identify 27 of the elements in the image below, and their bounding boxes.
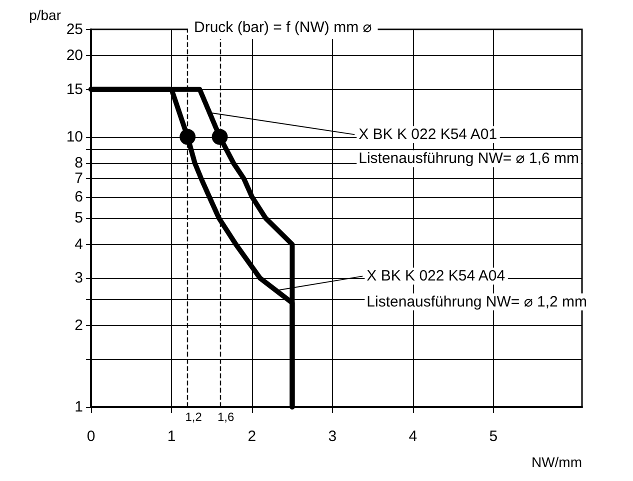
y-tick-label: 7	[74, 170, 83, 188]
y-tick-label: 6	[74, 188, 83, 206]
y-tick-label: 25	[66, 20, 83, 38]
y-tick-label: 4	[74, 236, 83, 253]
annotation: Listenausführung NW= ⌀ 1,6 mm	[358, 150, 580, 168]
y-tick-label: 15	[66, 80, 83, 98]
x-tick-label: 2	[248, 428, 256, 445]
annotation: X BK K 022 K54 A01	[358, 126, 498, 144]
x-axis-title: NW/mm	[531, 454, 582, 470]
y-tick-label: 10	[66, 128, 83, 146]
annotation: X BK K 022 K54 A04	[366, 268, 506, 285]
annotation: Listenausführung NW= ⌀ 1,2 mm	[366, 293, 588, 310]
y-tick-label: 8	[74, 154, 83, 172]
x-tick-label: 1	[167, 428, 176, 445]
x-tick-label: 5	[489, 428, 498, 445]
y-tick-label: 20	[66, 47, 83, 64]
y-axis-title: p/bar	[29, 7, 62, 23]
chart-title: Druck (bar) = f (NW) mm ⌀	[194, 19, 372, 36]
ref-line-label: 1,2	[185, 410, 202, 424]
ref-line-label: 1,6	[217, 410, 234, 424]
y-tick-label: 1	[74, 398, 83, 416]
y-tick-label: 3	[74, 270, 83, 287]
x-tick-label: 4	[408, 428, 418, 445]
y-tick-label: 5	[74, 210, 83, 227]
y-tick-label: 2	[74, 317, 83, 334]
x-tick-label: 0	[86, 428, 96, 445]
x-tick-label: 3	[328, 428, 337, 445]
